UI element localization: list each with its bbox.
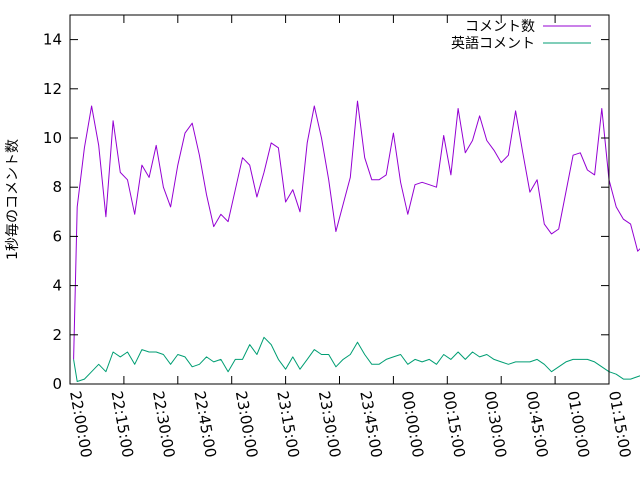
x-tick-label: 22:30:00 xyxy=(149,390,178,459)
x-tick-label: 00:00:00 xyxy=(398,390,427,459)
plot-frame xyxy=(69,14,610,385)
x-tick-label: 23:45:00 xyxy=(356,390,385,459)
x-tick-label: 22:45:00 xyxy=(190,390,219,459)
y-tick-label: 4 xyxy=(52,277,62,295)
x-tick-label: 00:45:00 xyxy=(522,390,551,459)
x-tick-label: 23:30:00 xyxy=(315,390,344,459)
x-tick-label: 22:00:00 xyxy=(66,390,95,459)
y-tick-label: 14 xyxy=(43,31,62,49)
series-line-1 xyxy=(73,336,640,382)
x-tick-label: 23:15:00 xyxy=(273,390,302,459)
x-tick-label: 01:00:00 xyxy=(564,390,593,459)
x-tick-label: 00:30:00 xyxy=(481,390,510,459)
x-tick-label: 22:15:00 xyxy=(108,390,137,459)
x-tick-label: 23:00:00 xyxy=(232,390,261,459)
x-tick-label: 01:15:00 xyxy=(605,390,634,459)
y-axis-title: 1秒毎のコメント数 xyxy=(5,139,21,260)
legend-label-0: コメント数 xyxy=(465,19,535,35)
y-tick-label: 0 xyxy=(52,375,62,393)
y-tick-label: 12 xyxy=(43,80,62,98)
y-tick-label: 10 xyxy=(43,129,62,147)
x-tick-label: 00:15:00 xyxy=(439,390,468,459)
y-tick-label: 8 xyxy=(52,178,62,196)
y-tick-label: 6 xyxy=(52,227,62,245)
series-line-0 xyxy=(73,100,640,360)
legend-label-1: 英語コメント xyxy=(451,35,535,52)
y-tick-label: 2 xyxy=(52,326,62,344)
